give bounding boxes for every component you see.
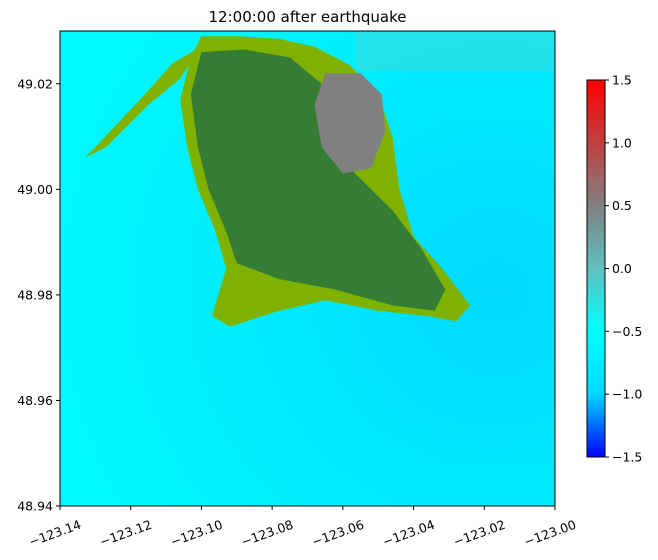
- x-tick-label: −123.12: [98, 517, 154, 550]
- x-tick-label: −123.14: [27, 517, 83, 550]
- x-tick-label: −123.10: [168, 517, 224, 550]
- x-tick-label: −123.08: [239, 517, 295, 550]
- y-tick-label: 48.96: [17, 393, 53, 408]
- colorbar-tick-label: −1.5: [612, 450, 642, 465]
- y-axis: 48.94 48.96 48.98 49.00 49.02: [17, 76, 60, 514]
- colorbar-axis: −1.5 −1.0 −0.5 0.0 0.5 1.0 1.5: [605, 73, 642, 465]
- colorbar-tick-label: −0.5: [612, 324, 642, 339]
- x-tick-label: −123.00: [522, 517, 578, 550]
- x-tick-label: −123.04: [381, 517, 437, 550]
- x-axis: −123.14 −123.12 −123.10 −123.08 −123.06 −123.…: [27, 506, 578, 549]
- colorbar-tick-label: 1.5: [612, 73, 632, 88]
- elevated-region: [314, 73, 386, 174]
- chart-title: 12:00:00 after earthquake: [209, 8, 407, 26]
- inner-land-region: [190, 49, 446, 311]
- plot-frame: [59, 30, 556, 507]
- colorbar-tick-label: 0.5: [612, 198, 632, 213]
- colorbar-tick-label: 0.0: [612, 261, 632, 276]
- plot-area: [60, 31, 555, 506]
- y-tick-label: 48.98: [17, 287, 53, 302]
- x-tick-label: −123.06: [310, 517, 366, 550]
- x-tick-label: −123.02: [451, 517, 507, 550]
- y-tick-label: 49.02: [17, 76, 53, 91]
- colorbar-tick-label: 1.0: [612, 135, 632, 150]
- water-field-tint: [355, 31, 555, 71]
- y-tick-label: 49.00: [17, 182, 53, 197]
- colorbar-tick-label: −1.0: [612, 387, 642, 402]
- spit-region: [84, 46, 202, 158]
- colorbar: [586, 79, 606, 458]
- y-tick-label: 48.94: [17, 499, 53, 514]
